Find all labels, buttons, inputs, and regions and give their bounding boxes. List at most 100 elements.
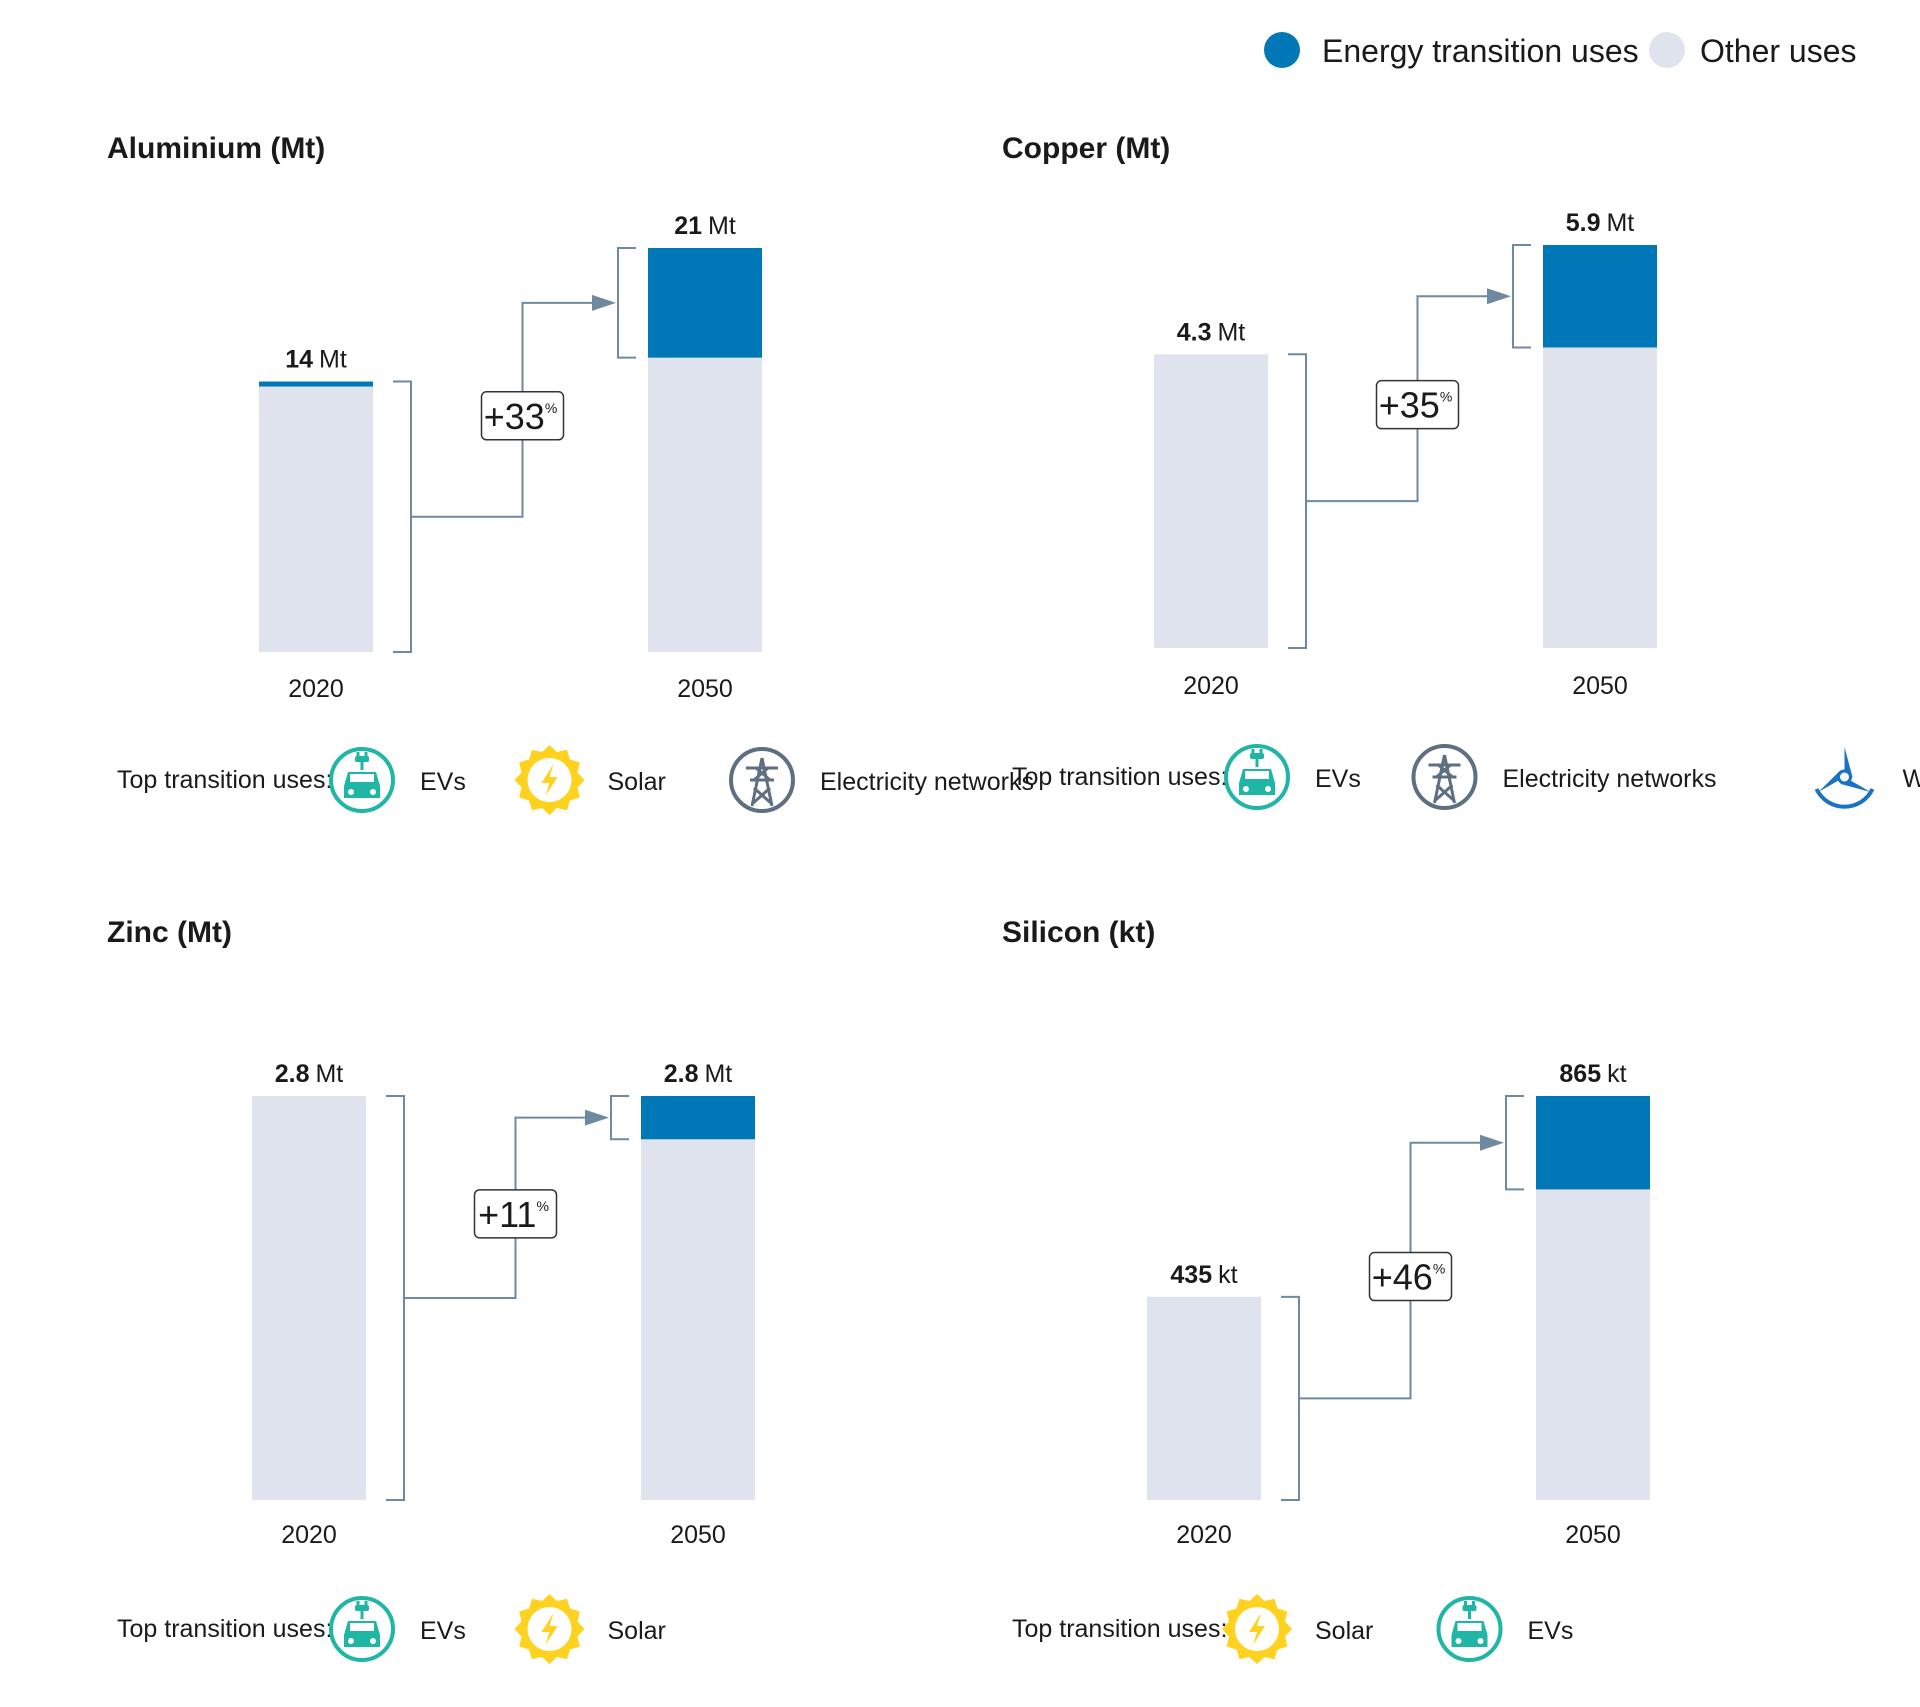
- ev-icon: [1224, 744, 1290, 810]
- bar-other-uses-2050: [648, 357, 762, 652]
- top-use-label: Solar: [1315, 1617, 1373, 1645]
- legend-label-other-uses: Other uses: [1700, 33, 1857, 69]
- top-use-label: Electricity networks: [820, 768, 1034, 796]
- growth-value: +35: [1379, 385, 1440, 426]
- ev-icon-light: [348, 1638, 354, 1644]
- top-use-ev: EVs: [329, 747, 466, 813]
- total-label-2020: 14 Mt: [285, 346, 347, 374]
- total-value: 865: [1559, 1060, 1601, 1088]
- growth-box: [473, 1189, 558, 1239]
- top-use-ev: EVs: [1436, 1596, 1574, 1662]
- top-use-label: EVs: [1315, 765, 1361, 793]
- total-value: 14: [285, 346, 313, 374]
- total-value: 4.3: [1177, 318, 1212, 346]
- top-use-solar: Solar: [1222, 1594, 1373, 1664]
- growth-label: +46%: [1372, 1257, 1446, 1298]
- wind-icon: [1814, 747, 1875, 809]
- wind-icon-blade: [1844, 747, 1853, 777]
- electricity-networks-icon: [1411, 744, 1478, 810]
- ev-icon-light: [1265, 786, 1271, 792]
- top-use-ev: EVs: [1224, 744, 1361, 810]
- chart-title: Silicon (kt): [1002, 916, 1155, 949]
- wind-icon-hub: [1837, 769, 1852, 785]
- growth-value: +46: [1372, 1257, 1433, 1298]
- ev-icon: [329, 1596, 395, 1662]
- growth-box: [1375, 379, 1460, 430]
- total-unit: Mt: [1606, 209, 1634, 237]
- ev-icon-light: [1455, 1638, 1462, 1644]
- bar-energy-transition-2020: [259, 381, 373, 387]
- x-tick-label: 2050: [670, 1521, 726, 1549]
- bar-other-uses-2020: [259, 386, 373, 652]
- bar-other-uses-2050: [1536, 1189, 1650, 1500]
- bracket-2020: [1281, 1295, 1300, 1501]
- solar-icon-bolt: [1249, 1613, 1265, 1645]
- top-transition-uses: Top transition uses: EVs Solar Electricity …: [117, 745, 1034, 815]
- bracket-2020: [1288, 353, 1307, 649]
- top-transition-uses: Top transition uses: EVs Electricity netwo…: [1012, 744, 1920, 810]
- bar-energy-transition-2050: [641, 1096, 755, 1140]
- top-use-label: Wind: [1903, 765, 1920, 793]
- top-uses-label: Top transition uses:: [1012, 1615, 1227, 1643]
- total-unit: Mt: [1217, 318, 1245, 346]
- total-value: 21: [674, 212, 702, 240]
- solar-icon-bolt: [541, 1613, 558, 1645]
- bar-other-uses-2020: [1147, 1296, 1261, 1500]
- top-uses-label: Top transition uses:: [117, 766, 332, 794]
- top-use-label: EVs: [420, 768, 466, 796]
- total-label-2050: 865 kt: [1559, 1060, 1626, 1088]
- top-use-solar: Solar: [514, 1594, 666, 1664]
- total-value: 2.8: [275, 1060, 310, 1088]
- top-use-solar: Solar: [514, 745, 666, 815]
- total-label-2050: 5.9 Mt: [1566, 209, 1635, 237]
- top-use-wind: Wind: [1814, 747, 1920, 809]
- growth-label: +11%: [478, 1194, 549, 1235]
- ev-icon-light: [1477, 1638, 1484, 1644]
- top-uses-label: Top transition uses:: [117, 1615, 332, 1643]
- ev-icon-plug-head: [1250, 753, 1264, 759]
- ev-icon-plug-head: [355, 1605, 369, 1611]
- top-use-label: EVs: [1528, 1617, 1574, 1645]
- growth-percent-sign: %: [1433, 1261, 1445, 1277]
- total-label-2020: 4.3 Mt: [1177, 318, 1246, 346]
- top-use-label: Electricity networks: [1503, 765, 1717, 793]
- bracket-2020: [386, 1095, 405, 1501]
- bar-other-uses-2050: [641, 1139, 755, 1500]
- x-tick-label: 2050: [677, 675, 733, 703]
- ev-icon-window: [350, 774, 374, 782]
- legend-label-energy-transition: Energy transition uses: [1322, 33, 1639, 69]
- bracket-2050-growth: [617, 247, 636, 359]
- total-unit: Mt: [708, 212, 736, 240]
- ev-icon-light: [348, 789, 354, 795]
- total-unit: kt: [1218, 1261, 1238, 1289]
- legend-swatch-other-uses: [1649, 32, 1685, 68]
- ev-icon: [1436, 1596, 1503, 1662]
- ev-icon-light: [370, 1638, 376, 1644]
- solar-icon-bolt: [541, 764, 558, 796]
- x-tick-label: 2020: [281, 1521, 337, 1549]
- solar-icon: [514, 745, 585, 815]
- total-label-2020: 435 kt: [1170, 1261, 1237, 1289]
- growth-label: +33%: [484, 396, 558, 437]
- total-label-2020: 2.8 Mt: [275, 1060, 344, 1088]
- growth-arrowhead: [592, 294, 616, 311]
- bar-energy-transition-2050: [648, 248, 762, 358]
- ev-icon-plug-head: [355, 756, 369, 762]
- bracket-2050-growth: [610, 1095, 629, 1141]
- top-use-electricity-networks: Electricity networks: [729, 747, 1034, 813]
- x-tick-label: 2020: [1176, 1521, 1232, 1549]
- bracket-2050-growth: [1505, 1095, 1524, 1191]
- ev-icon-plug-head: [1462, 1605, 1477, 1611]
- legend-swatch-energy-transition: [1264, 32, 1300, 68]
- top-use-label: EVs: [420, 1617, 466, 1645]
- bar-other-uses-2020: [1154, 354, 1268, 648]
- growth-value: +33: [484, 396, 545, 437]
- total-value: 435: [1170, 1261, 1212, 1289]
- chart-title: Aluminium (Mt): [107, 132, 325, 165]
- top-use-ev: EVs: [329, 1596, 466, 1662]
- growth-arrowhead: [1480, 1134, 1504, 1151]
- bar-energy-transition-2050: [1536, 1096, 1650, 1190]
